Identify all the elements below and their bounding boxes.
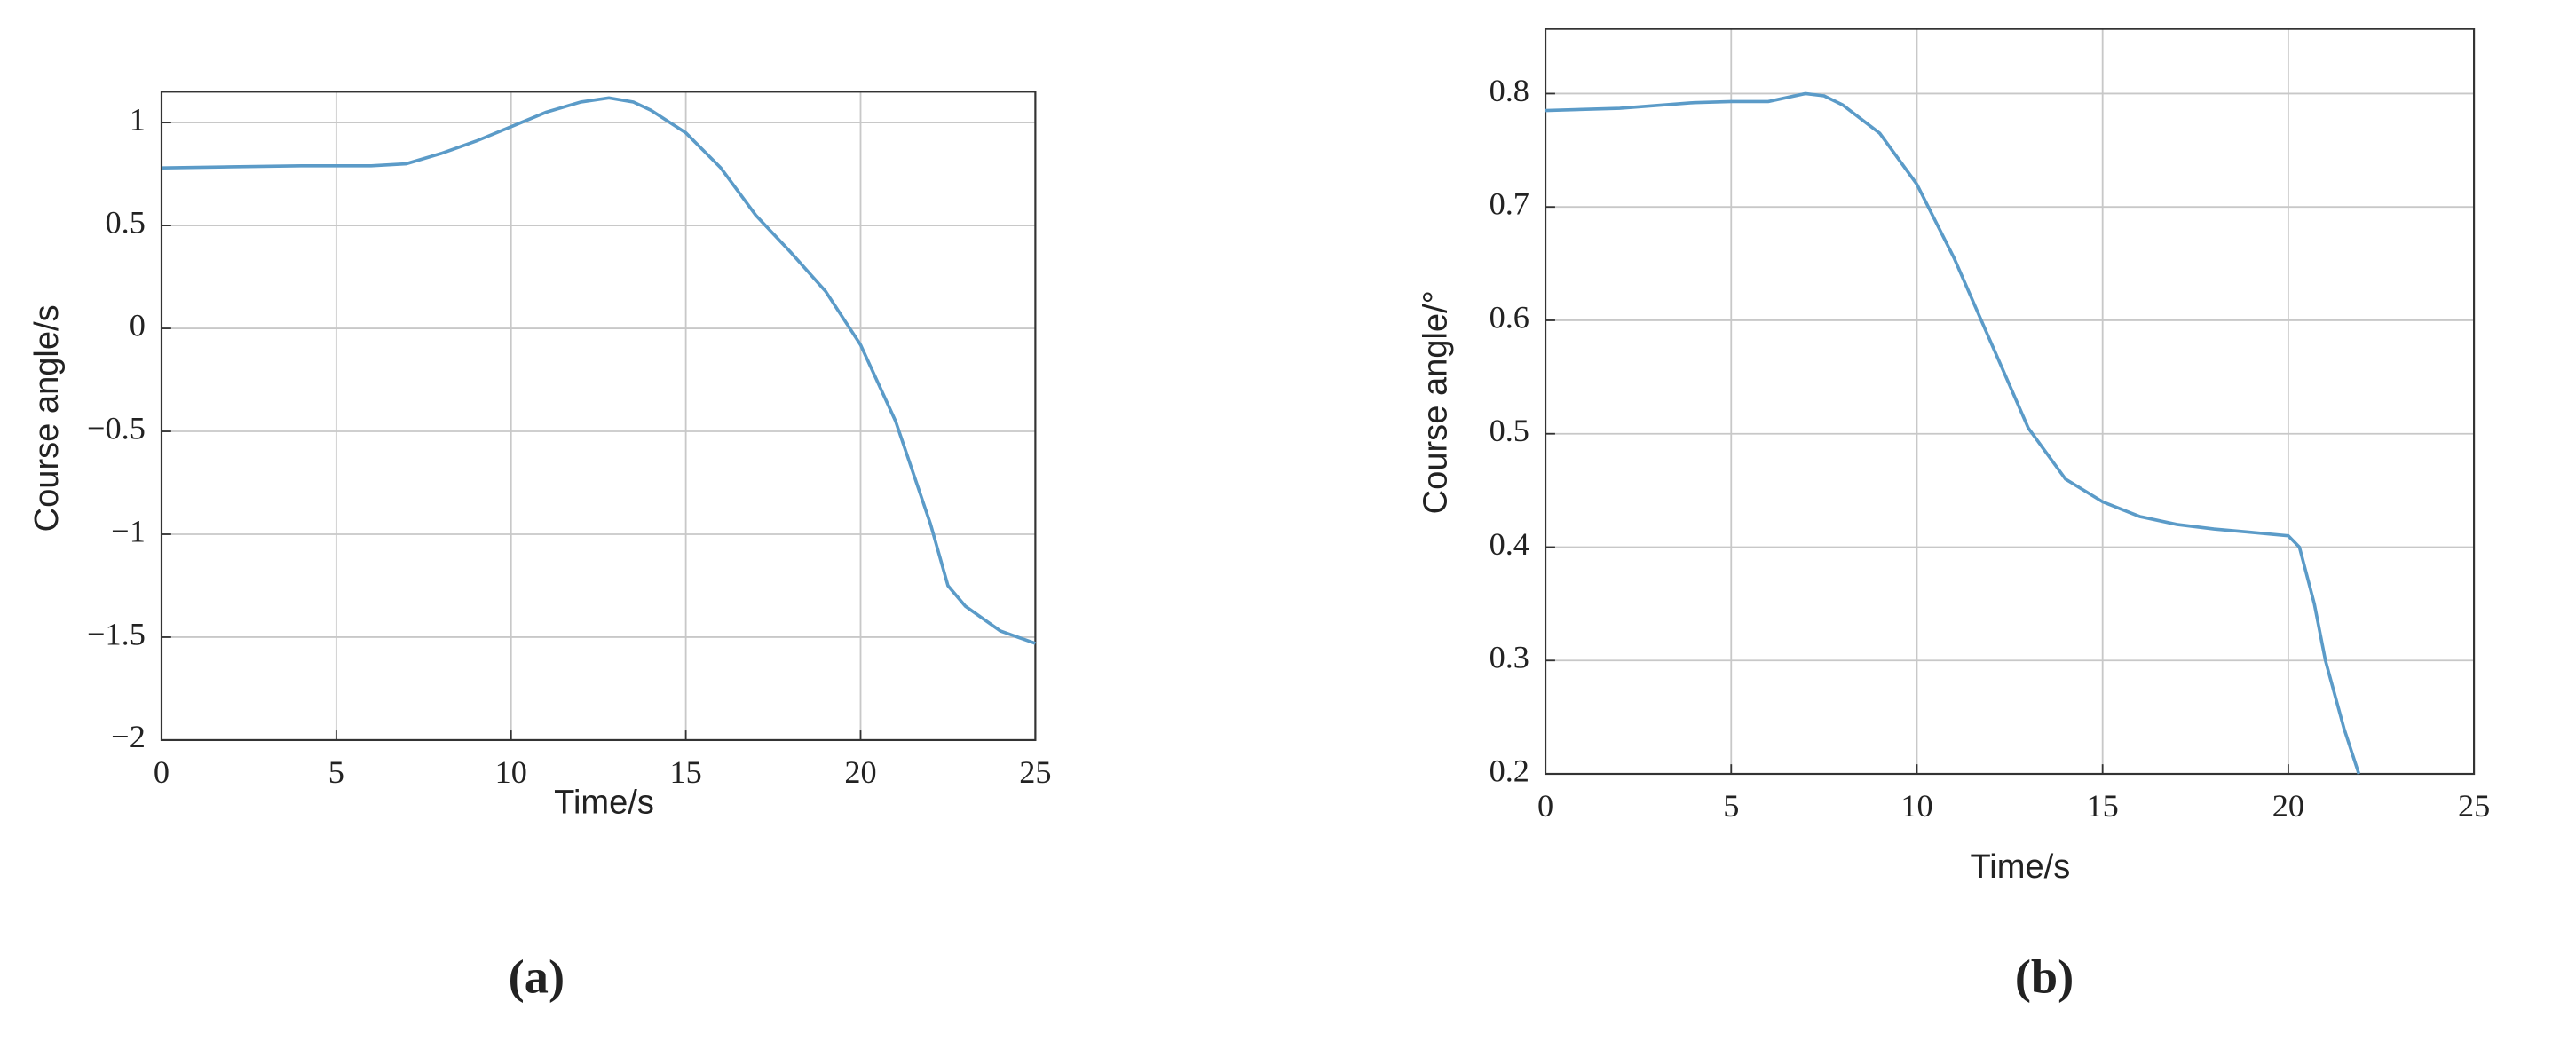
x-axis-label: Time/s <box>1970 848 2070 886</box>
y-tick-label: 0.8 <box>1489 73 1529 108</box>
x-tick-label: 0 <box>154 754 170 790</box>
y-tick-label: 0.2 <box>1489 753 1529 788</box>
y-tick-label: 0 <box>130 307 146 343</box>
plot-area <box>1545 28 2475 774</box>
y-axis-label: Course angle/s <box>28 304 66 532</box>
y-tick-label: 0.4 <box>1489 526 1529 562</box>
x-tick-label: 20 <box>2272 788 2304 824</box>
plot-frame <box>1544 28 2476 776</box>
x-tick-label: 25 <box>1019 754 1051 790</box>
x-tick-label: 20 <box>844 754 876 790</box>
y-tick-label: 0.3 <box>1489 640 1529 675</box>
x-tick-label: 15 <box>669 754 701 790</box>
x-tick-label: 15 <box>2087 788 2119 824</box>
x-tick-label: 5 <box>328 754 344 790</box>
x-tick-label: 5 <box>1723 788 1739 824</box>
y-axis-label: Course angle/° <box>1418 290 1455 514</box>
plot-area <box>161 91 1036 740</box>
panel-label: (a) <box>509 950 565 1003</box>
y-tick-label: 0.7 <box>1489 186 1529 222</box>
x-axis-label: Time/s <box>554 785 654 822</box>
y-tick-label: −1.5 <box>87 616 146 651</box>
y-tick-label: 0.5 <box>1489 413 1529 448</box>
y-tick-label: 0.5 <box>106 204 146 240</box>
x-tick-label: 0 <box>1537 788 1553 824</box>
y-tick-label: −1 <box>111 513 146 548</box>
x-tick-label: 10 <box>495 754 527 790</box>
x-tick-label: 25 <box>2458 788 2490 824</box>
y-tick-label: −2 <box>111 719 146 754</box>
y-tick-label: −0.5 <box>87 410 146 446</box>
data-line <box>161 96 1036 645</box>
x-tick-label: 10 <box>1900 788 1932 824</box>
y-tick-label: 0.6 <box>1489 299 1529 335</box>
plot-frame <box>160 91 1037 742</box>
data-line <box>1545 91 2361 775</box>
panel-label: (b) <box>2015 950 2074 1003</box>
y-tick-label: 1 <box>130 101 146 137</box>
